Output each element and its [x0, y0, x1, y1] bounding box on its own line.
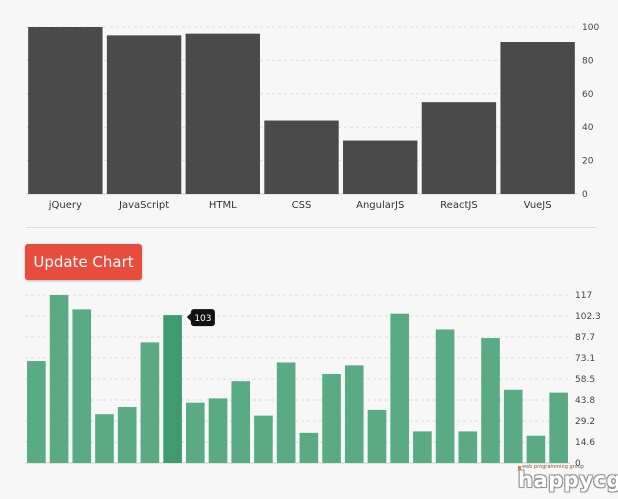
- y-axis: 100 80 60 40 20 0: [582, 23, 599, 200]
- x-tick-label: 18: [416, 469, 429, 470]
- y-tick-label: 102.3: [575, 312, 601, 322]
- watermark-tagline: web programming group: [522, 464, 584, 470]
- bar-17[interactable]: [390, 313, 409, 463]
- y-tick-label: 73.1: [575, 354, 595, 364]
- value-tooltip: 103: [186, 309, 215, 327]
- bar-10[interactable]: [231, 381, 251, 463]
- y-tick-label: 20: [582, 157, 594, 167]
- bar-15[interactable]: [344, 365, 364, 463]
- bar-03[interactable]: [72, 309, 92, 463]
- y-tick-label: 29.2: [575, 417, 595, 427]
- x-tick-label: 12: [280, 469, 293, 470]
- x-tick-label: 09: [212, 469, 225, 470]
- x-tick-label: 10: [234, 469, 247, 470]
- y-tick-label: 40: [582, 123, 594, 133]
- x-tick-label: 23: [530, 469, 543, 470]
- y-tick-label: 0: [582, 190, 588, 200]
- bar-16[interactable]: [367, 409, 387, 463]
- bar-jQuery[interactable]: [28, 27, 103, 194]
- x-tick-label: 19: [439, 469, 452, 470]
- bar-13[interactable]: [299, 432, 319, 463]
- x-tick-label: 07: [166, 469, 179, 470]
- bar-14[interactable]: [322, 373, 341, 463]
- section-divider: [26, 227, 596, 228]
- x-tick-label: 17: [393, 469, 406, 470]
- bar-21[interactable]: [481, 338, 500, 463]
- x-tick-label: VueJS: [524, 200, 552, 211]
- y-tick-label: 60: [582, 90, 594, 100]
- tooltip-value: 103: [194, 314, 211, 324]
- x-tick-label: 14: [325, 469, 338, 470]
- bottom-bar-chart: 117102.387.773.158.543.829.214.600102030…: [25, 291, 601, 470]
- x-tick-label: 02: [53, 469, 66, 470]
- bar-24[interactable]: [549, 392, 568, 463]
- bar-11[interactable]: [254, 415, 273, 463]
- x-tick-label: JavaScript: [118, 200, 169, 211]
- y-tick-label: 58.5: [575, 375, 595, 385]
- x-axis: 01 02 03 04 05 06 07 08 09 10 11 12 13 14 15 16 17 18 19 20…: [30, 469, 565, 470]
- x-tick-label: jQuery: [48, 200, 82, 211]
- bar-23[interactable]: [526, 435, 546, 463]
- bar-19[interactable]: [435, 329, 455, 463]
- top-bar-chart: 100 80 60 40 20 0 jQuery JavaScript HTML CSS Angul…: [26, 23, 599, 211]
- x-tick-label: 01: [30, 469, 43, 470]
- x-tick-label: HTML: [209, 200, 237, 211]
- x-tick-label: 22: [507, 469, 520, 470]
- bar-22[interactable]: [503, 389, 523, 463]
- bar-02[interactable]: [49, 295, 69, 463]
- x-tick-label: 06: [144, 469, 157, 470]
- y-tick-label: 14.6: [575, 438, 595, 448]
- bar-08[interactable]: [186, 402, 205, 463]
- x-tick-label: 16: [371, 469, 384, 470]
- y-tick-label: 0: [575, 459, 581, 469]
- y-tick-label: 43.8: [575, 396, 595, 406]
- bar-09[interactable]: [208, 398, 228, 463]
- bar-12[interactable]: [276, 362, 296, 463]
- bar-01[interactable]: [27, 361, 46, 463]
- bar-06[interactable]: [140, 342, 160, 463]
- x-tick-label: 04: [98, 469, 111, 470]
- bar-AngularJS[interactable]: [343, 140, 418, 194]
- grid-lines: [25, 294, 570, 443]
- bar-HTML[interactable]: [185, 33, 260, 195]
- y-tick-label: 80: [582, 56, 594, 66]
- bars: [28, 27, 575, 195]
- y-axis: 117 102.3 87.7 73.1 58.5 43.8 29.2 14.6 0: [575, 291, 601, 469]
- x-tick-label: 21: [484, 469, 497, 470]
- x-tick-label: 24: [552, 469, 565, 470]
- bar-20[interactable]: [458, 431, 478, 463]
- update-chart-button[interactable]: Update Chart: [25, 244, 142, 280]
- x-tick-label: CSS: [292, 200, 312, 211]
- bars: [27, 295, 568, 463]
- bar-05[interactable]: [117, 407, 137, 463]
- bar-ReactJS[interactable]: [421, 102, 497, 194]
- x-tick-label: 11: [257, 469, 270, 470]
- y-tick-label: 87.7: [575, 333, 595, 343]
- x-tick-label: 03: [75, 469, 88, 470]
- y-tick-label: 100: [582, 23, 599, 33]
- x-tick-label: 15: [348, 469, 361, 470]
- logo-mark-icon: [518, 466, 521, 471]
- x-tick-label: AngularJS: [356, 200, 404, 211]
- bar-04[interactable]: [95, 414, 114, 463]
- bar-18[interactable]: [413, 431, 432, 463]
- bar-VueJS[interactable]: [500, 42, 575, 194]
- x-tick-label: 13: [302, 469, 315, 470]
- y-tick-label: 117: [575, 291, 592, 301]
- x-tick-label: 20: [461, 469, 474, 470]
- x-tick-label: ReactJS: [440, 200, 478, 211]
- x-axis: jQuery JavaScript HTML CSS AngularJS ReactJS V…: [48, 200, 552, 211]
- bar-JavaScript[interactable]: [106, 35, 182, 194]
- x-tick-label: 08: [189, 469, 202, 470]
- x-tick-label: 05: [121, 469, 134, 470]
- bar-CSS[interactable]: [264, 120, 339, 194]
- watermark-brand: happycgi: [518, 468, 618, 492]
- bar-07[interactable]: [163, 315, 182, 463]
